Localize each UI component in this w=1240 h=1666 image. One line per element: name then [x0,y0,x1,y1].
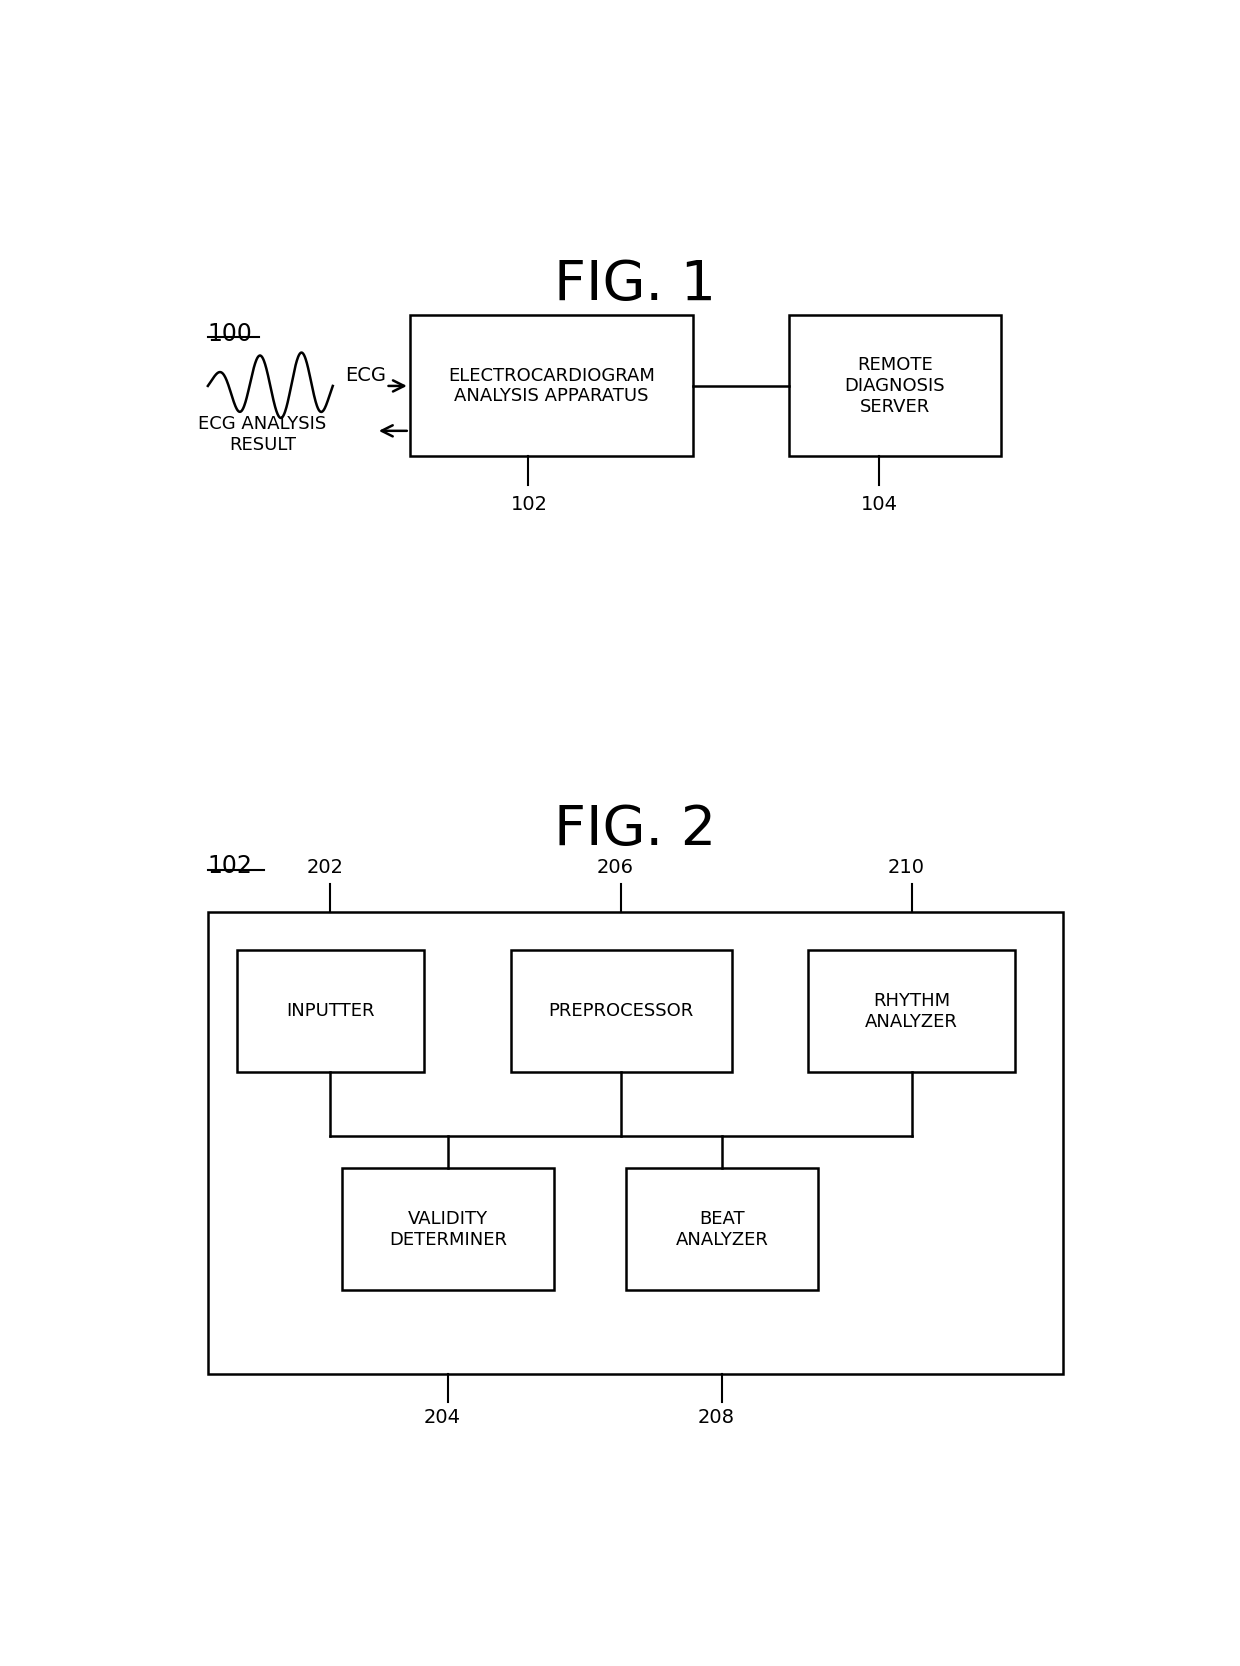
Text: ECG ANALYSIS
RESULT: ECG ANALYSIS RESULT [198,415,326,455]
Bar [789,315,1001,456]
Text: VALIDITY
DETERMINER: VALIDITY DETERMINER [389,1210,507,1250]
Bar [511,950,732,1073]
Text: RHYTHM
ANALYZER: RHYTHM ANALYZER [866,991,959,1031]
Text: 210: 210 [888,858,925,878]
Text: ECG: ECG [345,367,387,385]
Bar [409,315,693,456]
Text: 202: 202 [306,858,343,878]
Text: PREPROCESSOR: PREPROCESSOR [548,1003,693,1020]
Text: REMOTE
DIAGNOSIS
SERVER: REMOTE DIAGNOSIS SERVER [844,357,945,416]
Bar [808,950,1016,1073]
Text: 100: 100 [208,322,253,347]
Text: ELECTROCARDIOGRAM
ANALYSIS APPARATUS: ELECTROCARDIOGRAM ANALYSIS APPARATUS [448,367,655,405]
Text: FIG. 2: FIG. 2 [554,803,717,856]
Text: 102: 102 [511,495,548,515]
Bar [626,1168,818,1289]
Text: 102: 102 [208,855,253,878]
Bar [237,950,424,1073]
Text: 208: 208 [698,1408,735,1428]
Text: INPUTTER: INPUTTER [286,1003,374,1020]
Text: 204: 204 [424,1408,461,1428]
Text: 104: 104 [862,495,898,515]
Bar [208,911,1063,1374]
Text: 206: 206 [596,858,634,878]
Bar [342,1168,554,1289]
Text: BEAT
ANALYZER: BEAT ANALYZER [676,1210,769,1250]
Text: FIG. 1: FIG. 1 [554,258,717,312]
